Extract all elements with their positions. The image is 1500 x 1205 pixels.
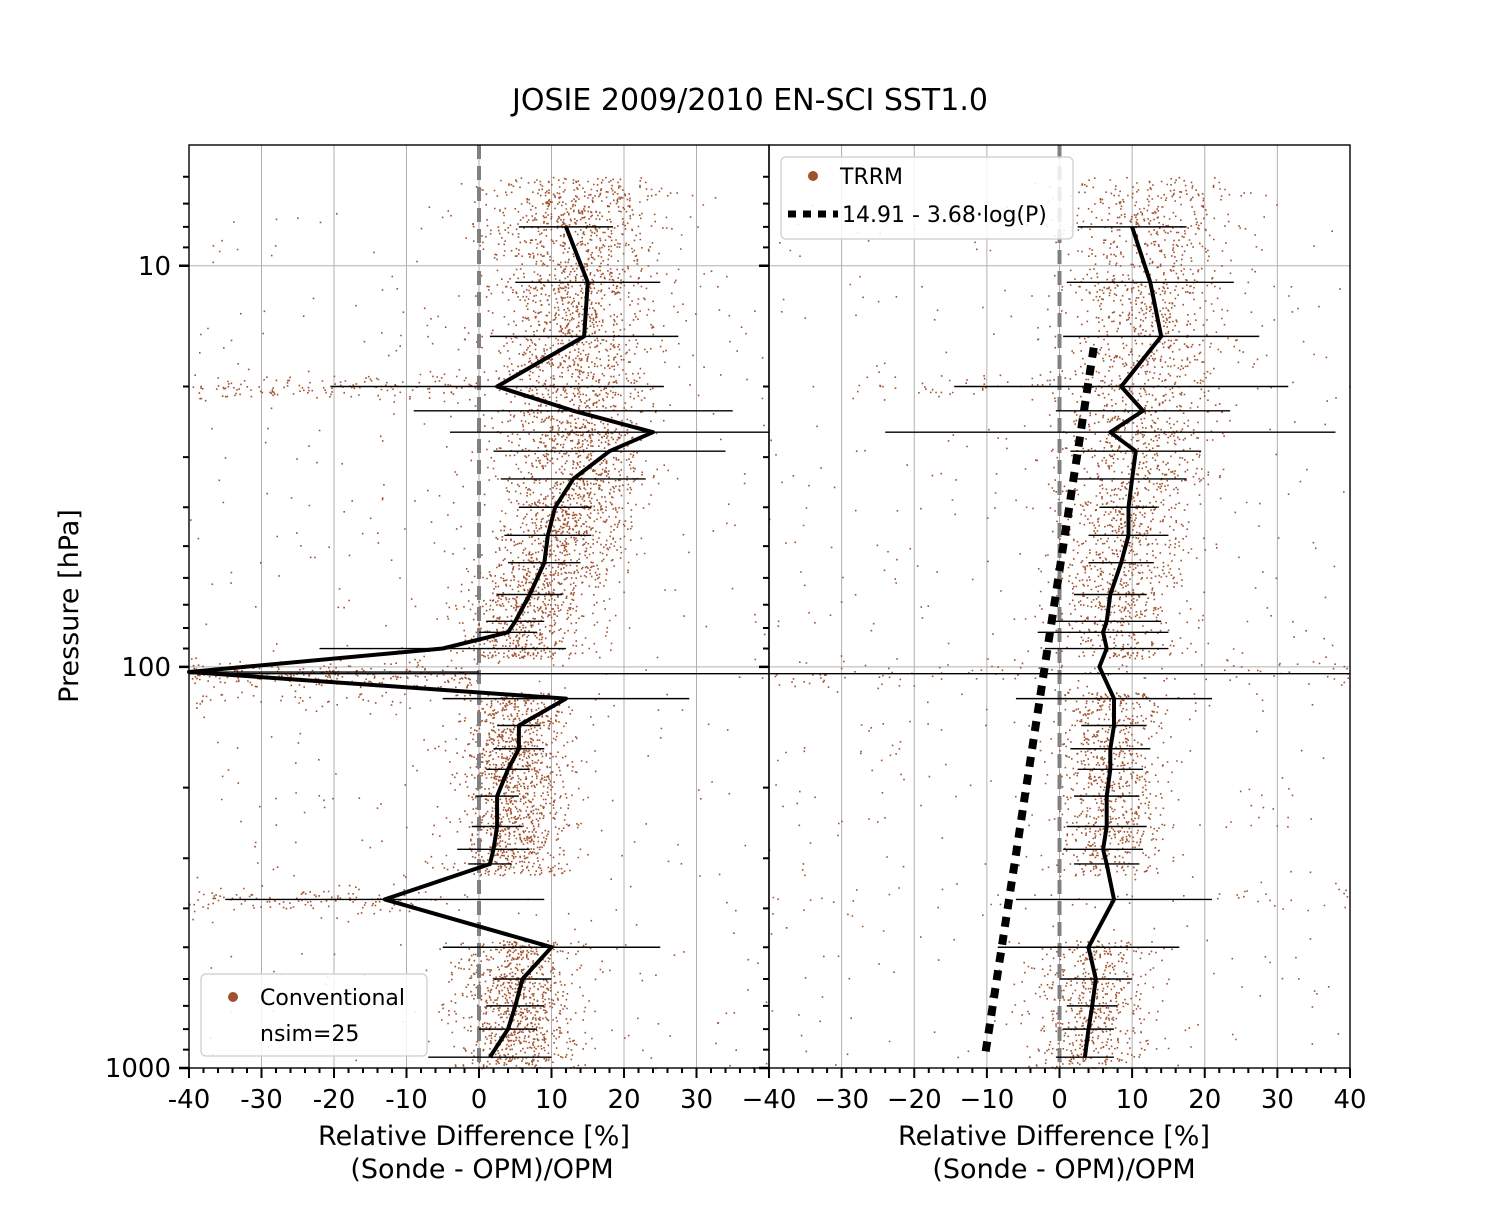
right-legend-label-2: 14.91 - 3.68·log(P) bbox=[842, 203, 1047, 228]
left-x-axis-label-2: (Sonde - OPM)/OPM bbox=[350, 1154, 613, 1185]
x-tick-label: -40 bbox=[168, 1085, 210, 1115]
x-tick-label: 0 bbox=[471, 1085, 488, 1115]
right-legend: TRRM 14.91 - 3.68·log(P) bbox=[780, 156, 1074, 240]
right-x-axis-label: Relative Difference [%] bbox=[898, 1121, 1210, 1152]
left-scatter-points bbox=[189, 176, 771, 1070]
left-x-axis-label: Relative Difference [%] bbox=[318, 1121, 630, 1152]
x-tick-label: -20 bbox=[313, 1085, 355, 1115]
right-panel: −40 −30 −20 −10 0 10 20 30 40 Relative Differenc… bbox=[742, 144, 1367, 1185]
x-tick-label: 10 bbox=[535, 1085, 568, 1115]
figure-title: JOSIE 2009/2010 EN-SCI SST1.0 bbox=[510, 83, 988, 118]
x-tick-label: 0 bbox=[1051, 1085, 1068, 1115]
x-tick-label: -10 bbox=[385, 1085, 427, 1115]
x-tick-label: 20 bbox=[1188, 1085, 1221, 1115]
x-tick-label: −20 bbox=[887, 1085, 942, 1115]
x-tick-label: −40 bbox=[742, 1085, 797, 1115]
left-legend-marker bbox=[228, 992, 238, 1002]
right-fit-line bbox=[980, 347, 1098, 1058]
left-scatter-cloud bbox=[189, 176, 771, 1070]
x-tick-label: −30 bbox=[814, 1085, 869, 1115]
right-y-axis-ticks bbox=[759, 175, 769, 1070]
x-tick-label: −10 bbox=[959, 1085, 1014, 1115]
left-mean-profile-line bbox=[187, 226, 655, 1059]
left-legend: Conventional nsim=25 bbox=[200, 973, 428, 1057]
right-x-axis-ticks: −40 −30 −20 −10 0 10 20 30 40 bbox=[742, 1068, 1367, 1115]
right-x-axis-label-2: (Sonde - OPM)/OPM bbox=[932, 1154, 1195, 1185]
right-legend-label-1: TRRM bbox=[839, 165, 903, 190]
x-tick-label: 30 bbox=[1261, 1085, 1294, 1115]
left-x-axis-ticks: -40 -30 -20 -10 0 10 20 30 bbox=[168, 1068, 756, 1115]
x-tick-label: 40 bbox=[1333, 1085, 1366, 1115]
y-tick-label: 1000 bbox=[105, 1054, 171, 1084]
left-y-axis-ticks: 10 100 1000 bbox=[105, 175, 189, 1084]
left-panel: -40 -30 -20 -10 0 10 20 30 10 100 1000 Relative D… bbox=[105, 144, 771, 1185]
x-tick-label: 20 bbox=[607, 1085, 640, 1115]
x-tick-label: 10 bbox=[1116, 1085, 1149, 1115]
right-legend-marker bbox=[808, 171, 818, 181]
y-tick-label: 100 bbox=[121, 653, 171, 683]
y-axis-label: Pressure [hPa] bbox=[54, 509, 85, 703]
x-tick-label: -30 bbox=[240, 1085, 282, 1115]
left-legend-label-2: nsim=25 bbox=[260, 1022, 359, 1047]
right-legend-box bbox=[780, 156, 1074, 240]
left-legend-box bbox=[200, 973, 428, 1057]
right-mean-profile-line bbox=[1082, 226, 1164, 1058]
left-legend-label-1: Conventional bbox=[260, 986, 405, 1011]
x-tick-label: 30 bbox=[680, 1085, 713, 1115]
y-tick-label: 10 bbox=[138, 252, 171, 282]
